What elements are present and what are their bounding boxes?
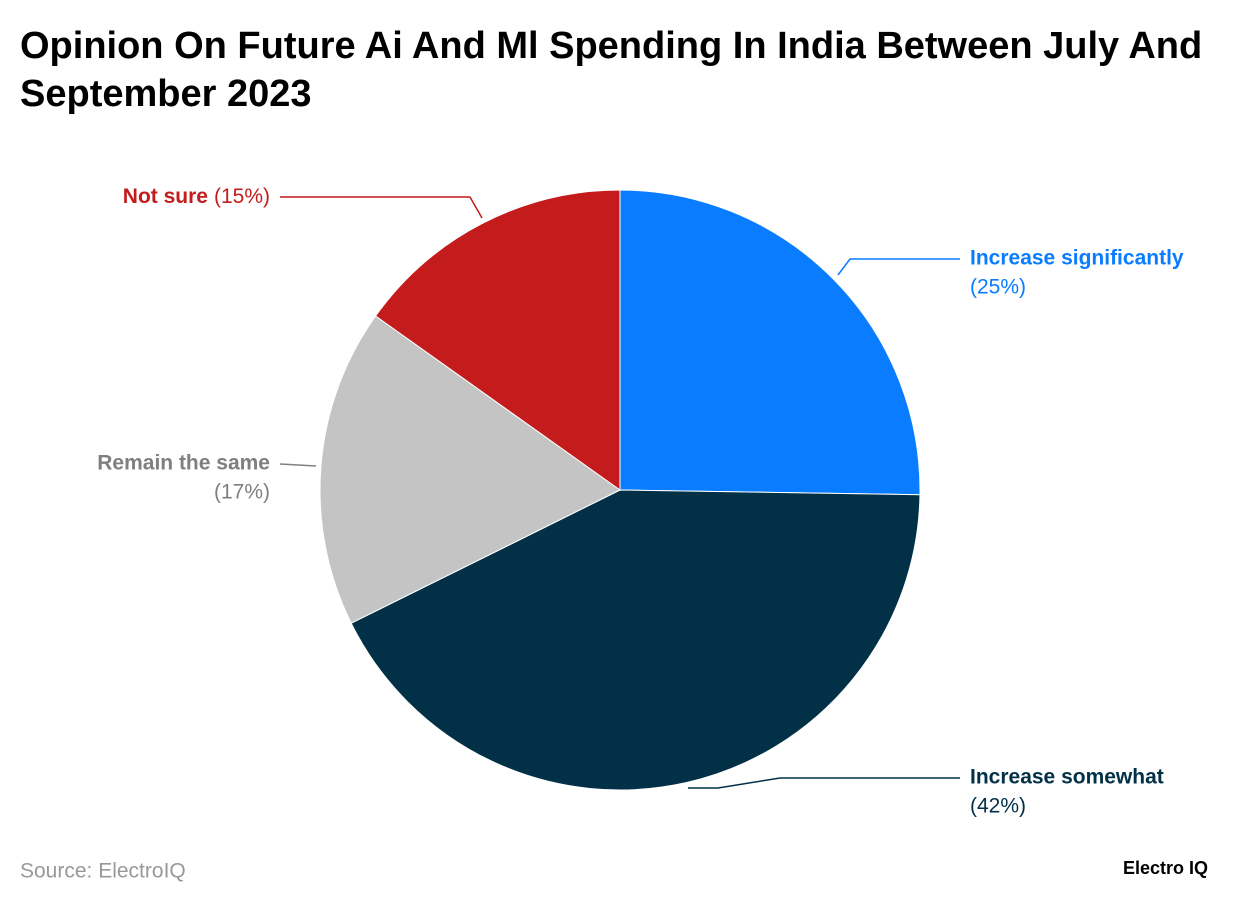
chart-title: Opinion On Future Ai And Ml Spending In … (20, 25, 1203, 115)
source: Source: ElectroIQ (20, 860, 186, 883)
value-label: (15%) (214, 185, 270, 208)
pie-slice (319, 315, 621, 624)
pie-slice (374, 189, 621, 491)
leader-line (837, 258, 960, 276)
leader-line (279, 463, 317, 467)
leader-line (688, 777, 960, 789)
value-label: (42%) (970, 795, 1026, 818)
category-label: Increase significantly (970, 247, 1184, 270)
data-label: Not sure (15%) (123, 185, 270, 208)
logo: Electro IQ (1123, 858, 1208, 878)
leader-line (280, 196, 483, 219)
pie-slice (350, 489, 921, 791)
category-label: Increase somewhat (970, 766, 1164, 789)
category-label: Remain the same (97, 452, 270, 475)
value-label: (25%) (970, 276, 1026, 299)
value-label: (17%) (214, 481, 270, 504)
pie-slice (619, 189, 921, 496)
category-label: Not sure (123, 185, 208, 208)
